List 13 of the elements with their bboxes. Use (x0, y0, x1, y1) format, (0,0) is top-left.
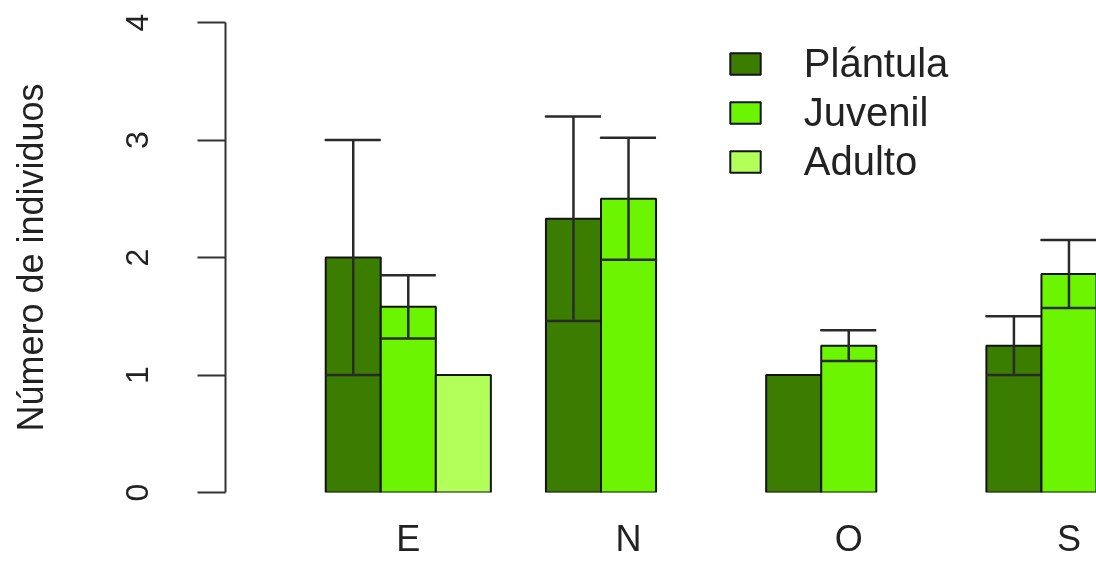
x-tick-label: N (615, 517, 642, 559)
y-tick-label: 4 (118, 13, 155, 32)
x-tick-label: O (834, 517, 863, 559)
x-tick-label: S (1056, 517, 1081, 559)
y-tick-label: 2 (118, 248, 155, 267)
y-tick-label: 3 (118, 131, 155, 149)
legend-label: Juvenil (803, 90, 929, 136)
legend-label: Plántula (803, 41, 949, 87)
x-tick-label: E (396, 517, 421, 559)
legend-label: Adulto (803, 139, 918, 185)
y-axis-title: Número de individuos (9, 83, 51, 432)
y-tick-label: 1 (118, 366, 155, 384)
y-tick-label: 0 (118, 483, 155, 502)
